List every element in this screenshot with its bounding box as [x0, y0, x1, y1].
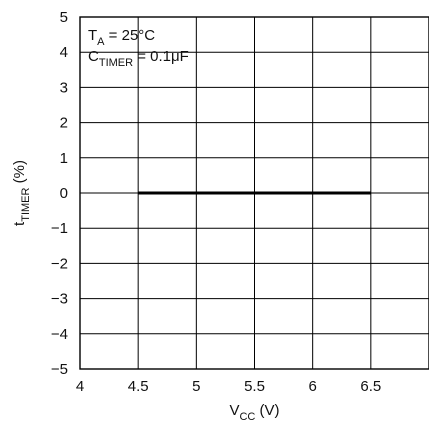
y-tick-label: 2	[60, 115, 68, 132]
y-tick-label: 1	[60, 150, 68, 167]
y-tick-label: 3	[60, 79, 68, 96]
x-tick-labels: 4 4.5 5 5.5 6 6.5	[76, 378, 381, 395]
annotation-temperature-sub: A	[97, 36, 105, 48]
y-tick-label: −2	[51, 255, 68, 272]
y-tick-label: 5	[60, 9, 68, 26]
x-axis-label-suffix: (V)	[255, 402, 279, 419]
y-axis-label-main: t	[11, 221, 28, 226]
y-tick-labels: 5 4 3 2 1 0 −1 −2 −3 −4 −5	[51, 9, 68, 378]
plot-frame	[79, 16, 429, 370]
y-tick-label: −1	[51, 220, 68, 237]
y-axis-label-suffix: (%)	[11, 160, 28, 188]
x-axis-label: VCC (V)	[229, 402, 279, 423]
x-tick-label: 5	[192, 378, 200, 395]
x-tick-label: 5.5	[244, 378, 265, 395]
y-axis-label: tTIMER (%)	[11, 160, 32, 226]
annotation-capacitor-sub: TIMER	[99, 57, 133, 69]
x-axis-label-sub: CC	[239, 411, 255, 423]
x-tick-label: 4.5	[128, 378, 149, 395]
x-tick-label: 6.5	[360, 378, 381, 395]
y-tick-label: −5	[51, 361, 68, 378]
y-axis-label-sub: TIMER	[20, 188, 32, 222]
annotation-temperature: TA = 25°C	[88, 27, 155, 48]
x-tick-label: 4	[76, 378, 84, 395]
annotation-temperature-main: T	[88, 27, 97, 44]
annotation-capacitor-suffix: = 0.1μF	[133, 48, 189, 65]
x-axis-label-main: V	[229, 402, 239, 419]
y-tick-label: 4	[60, 44, 68, 61]
annotation-capacitor: CTIMER = 0.1μF	[88, 48, 189, 69]
y-tick-label: 0	[60, 185, 68, 202]
x-tick-label: 6	[308, 378, 316, 395]
annotation-temperature-suffix: = 25°C	[105, 27, 156, 44]
y-tick-label: −4	[51, 326, 68, 343]
annotation-capacitor-main: C	[88, 48, 99, 65]
y-tick-label: −3	[51, 291, 68, 308]
